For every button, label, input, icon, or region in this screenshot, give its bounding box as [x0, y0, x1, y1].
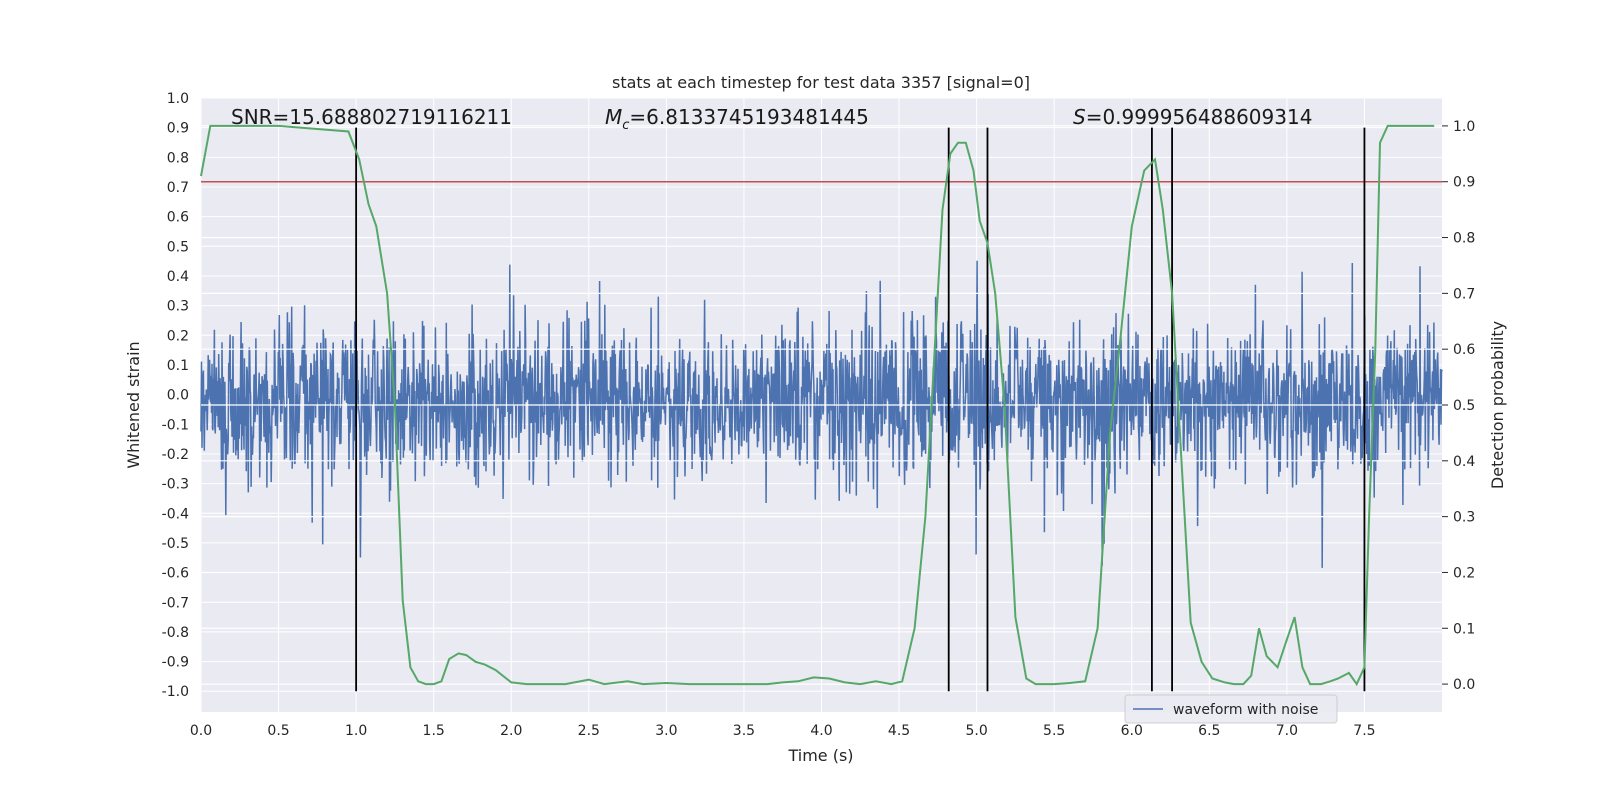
score-value: =0.999956488609314 [1086, 105, 1313, 129]
right-y-ticks: 1.0 0.9 0.8 0.7 0.6 0.5 0.4 0.3 0.2 0.1 0.0 [1442, 119, 1475, 693]
snr-annotation: SNR=15.688802719116211 [231, 105, 512, 129]
x-tick-label: 2.5 [578, 723, 600, 739]
left-y-tick-label: -0.8 [162, 625, 189, 641]
score-annotation: S=0.999956488609314 [1073, 105, 1312, 129]
detection-probability-line [200, 124, 1435, 687]
left-y-tick-label: -0.3 [162, 477, 189, 493]
right-y-tick-label: 0.8 [1453, 231, 1475, 247]
x-tick-label: 1.5 [423, 723, 445, 739]
left-y-tick-label: -0.4 [162, 506, 189, 522]
left-y-tick-label: 0.0 [167, 388, 189, 404]
left-y-tick-label: 0.9 [167, 121, 189, 137]
x-tick-label: 2.0 [500, 723, 522, 739]
right-y-tick-label: 0.6 [1453, 342, 1475, 358]
x-tick-label: 4.5 [888, 723, 910, 739]
left-y-tick-label: -0.1 [162, 417, 189, 433]
left-y-tick-label: -0.9 [162, 655, 189, 671]
chirp-mass-subscript: c [622, 118, 629, 133]
right-y-axis-label: Detection probability [1488, 321, 1507, 489]
left-y-tick-label: -1.0 [162, 684, 189, 700]
x-tick-label: 7.0 [1276, 723, 1298, 739]
left-y-tick-label: -0.7 [162, 595, 189, 611]
left-y-tick-label: 0.1 [167, 358, 189, 374]
x-axis-label: Time (s) [787, 746, 853, 765]
left-y-axis-label: Whitened strain [124, 341, 143, 468]
chirp-mass-annotation: Mc=6.8133745193481445 [605, 105, 869, 133]
left-y-tick-label: 0.2 [167, 328, 189, 344]
legend-label: waveform with noise [1173, 702, 1318, 718]
x-tick-label: 3.5 [733, 723, 755, 739]
x-tick-label: 6.0 [1121, 723, 1143, 739]
x-tick-label: 7.5 [1353, 723, 1375, 739]
right-y-tick-label: 0.3 [1453, 510, 1475, 526]
left-y-tick-label: 1.0 [167, 91, 189, 107]
right-y-tick-label: 1.0 [1453, 119, 1475, 135]
x-tick-label: 0.5 [267, 723, 289, 739]
left-y-ticks: 1.0 0.9 0.8 0.7 0.6 0.5 0.4 0.3 0.2 0.1 0.0 -0.1 -0.… [162, 91, 189, 700]
chirp-mass-value: =6.8133745193481445 [629, 105, 868, 129]
left-y-tick-label: 0.7 [167, 180, 189, 196]
right-gridlines [201, 125, 1442, 685]
left-y-tick-label: -0.5 [162, 536, 189, 552]
right-y-tick-label: 0.0 [1453, 677, 1475, 693]
score-symbol: S [1073, 105, 1086, 129]
right-y-tick-label: 0.1 [1453, 621, 1475, 637]
chart-title: stats at each timestep for test data 335… [612, 73, 1030, 92]
x-ticks: 0.0 0.5 1.0 1.5 2.0 2.5 3.0 3.5 4.0 4.5 5.0 5.5 6.0 6… [190, 723, 1376, 739]
left-y-tick-label: 0.8 [167, 150, 189, 166]
waveform-line [200, 260, 1443, 568]
right-y-tick-label: 0.4 [1453, 454, 1475, 470]
right-y-tick-label: 0.7 [1453, 286, 1475, 302]
right-y-tick-label: 0.9 [1453, 175, 1475, 191]
left-y-tick-label: 0.6 [167, 210, 189, 226]
chirp-mass-symbol: M [605, 105, 622, 129]
left-y-tick-label: -0.6 [162, 566, 189, 582]
legend: waveform with noise [1124, 694, 1338, 724]
right-y-tick-label: 0.2 [1453, 565, 1475, 581]
x-tick-label: 3.0 [655, 723, 677, 739]
left-y-tick-label: 0.5 [167, 239, 189, 255]
legend-box [1124, 694, 1338, 724]
vertical-lines [355, 127, 1366, 692]
left-y-tick-label: -0.2 [162, 447, 189, 463]
left-y-tick-label: 0.3 [167, 299, 189, 315]
x-tick-label: 1.0 [345, 723, 367, 739]
x-tick-label: 5.5 [1043, 723, 1065, 739]
x-tick-label: 0.0 [190, 723, 212, 739]
waveform-series [200, 260, 1443, 568]
x-tick-label: 5.0 [965, 723, 987, 739]
x-tick-label: 4.0 [810, 723, 832, 739]
right-y-tick-label: 0.5 [1453, 398, 1475, 414]
x-tick-label: 6.5 [1198, 723, 1220, 739]
left-y-tick-label: 0.4 [167, 269, 189, 285]
